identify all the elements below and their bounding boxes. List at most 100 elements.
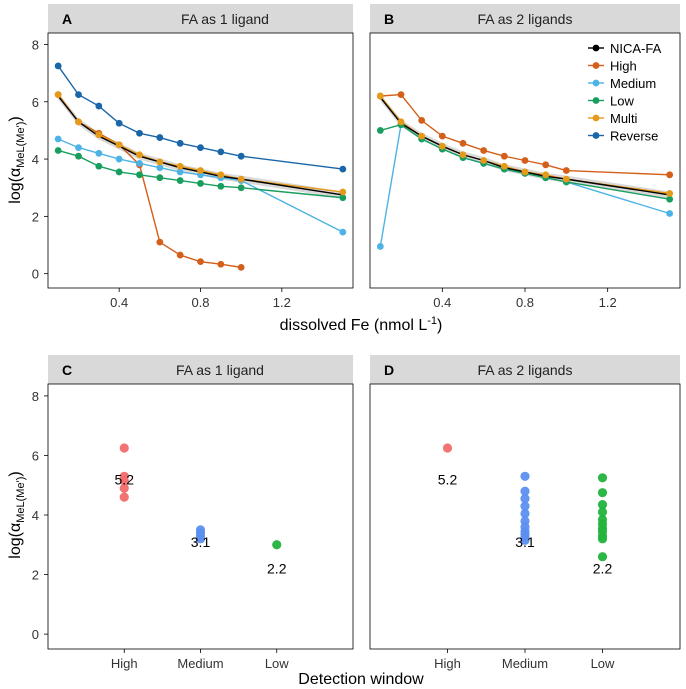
panel-a: A FA as 1 ligand 0.4 0.8 1.2 0 2 4 6 8 (32, 4, 354, 310)
point-high (562, 167, 570, 174)
point-low (54, 147, 62, 154)
point-reverse (197, 144, 204, 152)
legend-key-point (592, 132, 600, 139)
point-high (217, 260, 225, 268)
x-tick-label: 0.8 (191, 295, 209, 310)
point-low (597, 534, 608, 544)
point-multi (95, 131, 103, 139)
point-reverse (95, 102, 103, 110)
y-tick-label: 4 (32, 152, 39, 167)
point-multi (54, 91, 62, 99)
x-tick-label: High (111, 656, 138, 671)
legend-label: Reverse (610, 129, 658, 144)
panel-b-plot (376, 91, 674, 250)
point-medium (75, 144, 82, 152)
panel-c-plot: 5.2 3.1 2.2 (115, 443, 287, 577)
panel-b-title: FA as 2 ligands (478, 11, 573, 27)
point-reverse (54, 62, 62, 70)
point-high (197, 258, 204, 266)
point-reverse (115, 119, 123, 127)
top-y-axis-title: log(αMeL(Me')) (7, 116, 27, 203)
point-low (75, 152, 82, 160)
median-label: 3.1 (515, 534, 535, 550)
x-tick-label: Medium (502, 656, 548, 671)
legend-key-point (592, 62, 600, 69)
point-medium (156, 164, 164, 172)
panel-c-frame (47, 383, 354, 650)
point-multi (500, 162, 508, 170)
point-multi (480, 157, 488, 164)
legend-key-point (592, 44, 600, 52)
point-medium (376, 243, 384, 250)
point-multi (176, 162, 184, 170)
bottom-y-axis-title: log(αMeL(Me')) (7, 471, 27, 558)
median-label: 2.2 (593, 561, 613, 577)
point-medium (339, 228, 347, 236)
panel-a-axes: 0.4 0.8 1.2 0 2 4 6 8 (32, 37, 291, 310)
point-high (418, 116, 426, 124)
panel-a-strip (48, 4, 353, 33)
legend-label: High (610, 59, 637, 74)
point-high (176, 251, 184, 259)
point-multi (666, 190, 674, 197)
point-high (119, 492, 129, 502)
panel-b-strip (370, 4, 680, 33)
point-low (136, 171, 143, 179)
panel-d-title: FA as 2 ligands (478, 362, 573, 378)
point-high (542, 161, 550, 169)
top-x-axis-title: dissolved Fe (nmol L-1) (280, 315, 443, 334)
legend-key-point (592, 114, 600, 122)
panel-a-title: FA as 1 ligand (181, 11, 269, 27)
legend-key-point (592, 79, 600, 87)
point-multi (237, 175, 245, 183)
legend-label: NICA-FA (610, 41, 662, 56)
point-high (521, 157, 529, 164)
point-medium (520, 535, 530, 545)
x-tick-label: Low (591, 656, 615, 671)
x-tick-label: Low (265, 656, 289, 671)
point-medium (666, 210, 674, 217)
point-low (156, 174, 164, 182)
panel-c: C FA as 1 ligand High Medium Low 0 2 4 6 8 5.2 3… (32, 355, 354, 671)
point-multi (115, 141, 123, 149)
point-medium (520, 486, 530, 496)
point-reverse (339, 165, 347, 173)
point-multi (75, 118, 82, 126)
point-multi (376, 92, 384, 100)
point-medium (136, 159, 143, 167)
panel-d: D FA as 2 ligands High Medium Low 5.2 3.1 2.… (369, 355, 681, 671)
point-medium (520, 494, 530, 504)
point-high (666, 171, 674, 179)
point-medium (520, 471, 530, 481)
point-high (119, 443, 129, 453)
panel-d-label: D (384, 362, 394, 378)
point-reverse (176, 139, 184, 147)
median-label: 5.2 (115, 471, 135, 487)
x-tick-label: 1.2 (599, 295, 617, 310)
x-tick-label: 1.2 (273, 295, 291, 310)
y-tick-label: 8 (32, 389, 39, 404)
point-low (597, 552, 608, 562)
point-reverse (75, 91, 82, 99)
nica-fa-confidence-band (380, 94, 670, 199)
point-multi (562, 175, 570, 183)
panel-d-strip (370, 355, 680, 384)
point-multi (136, 151, 143, 159)
panel-a-label: A (62, 11, 72, 27)
median-label: 3.1 (191, 534, 211, 550)
panel-c-axes: High Medium Low 0 2 4 6 8 (32, 389, 290, 671)
point-medium (54, 135, 62, 143)
point-high (156, 238, 164, 246)
point-multi (217, 171, 225, 179)
panel-a-plot (54, 62, 347, 271)
median-label: 2.2 (267, 561, 287, 577)
panel-b-label: B (384, 11, 394, 27)
x-tick-label: 0.4 (433, 295, 451, 310)
point-high (119, 483, 129, 493)
point-multi (397, 118, 405, 126)
point-low (339, 194, 347, 202)
y-tick-label: 2 (32, 209, 39, 224)
point-low (376, 127, 384, 134)
point-multi (197, 167, 204, 174)
point-medium (95, 149, 103, 157)
